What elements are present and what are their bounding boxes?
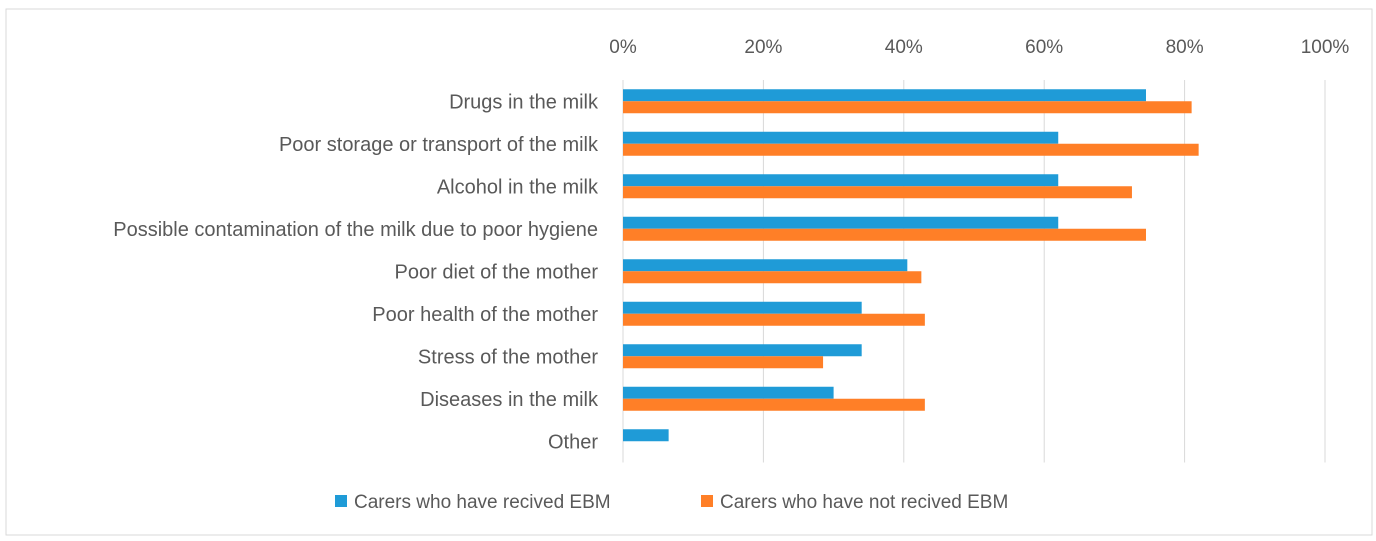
category-labels: Drugs in the milk Poor storage or transpo… <box>113 91 599 453</box>
bar <box>623 143 1199 156</box>
category-label: Diseases in the milk <box>420 389 599 411</box>
bar <box>623 131 1059 144</box>
bar <box>623 101 1192 114</box>
legend: Carers who have recived EBM Carers who ha… <box>335 492 1008 513</box>
x-tick-label: 80% <box>1166 37 1204 58</box>
chart-border <box>5 8 1373 536</box>
bar <box>623 386 834 399</box>
x-tick-label: 0% <box>609 37 637 58</box>
bar <box>623 344 862 357</box>
category-label: Drugs in the milk <box>449 91 599 113</box>
bar <box>623 216 1059 229</box>
legend-swatch <box>701 495 713 507</box>
x-tick-label: 60% <box>1025 37 1063 58</box>
category-label: Stress of the mother <box>418 346 598 368</box>
bar <box>623 174 1059 187</box>
category-label: Alcohol in the milk <box>437 176 599 198</box>
bar <box>623 228 1146 241</box>
x-tick-label: 40% <box>885 37 923 58</box>
x-tick-label: 100% <box>1301 37 1350 58</box>
category-label: Other <box>548 431 598 453</box>
bars <box>623 89 1199 442</box>
bar <box>623 271 922 284</box>
bar <box>623 186 1132 199</box>
x-tick-label: 20% <box>744 37 782 58</box>
bar <box>623 356 824 369</box>
bar <box>623 313 925 326</box>
legend-label: Carers who have recived EBM <box>354 492 611 513</box>
category-label: Poor diet of the mother <box>395 261 599 283</box>
legend-label: Carers who have not recived EBM <box>720 492 1008 513</box>
x-axis-ticks: 0% 20% 40% 60% 80% 100% <box>609 37 1349 58</box>
bar <box>623 429 669 442</box>
bar <box>623 301 862 314</box>
bar <box>623 259 908 272</box>
category-label: Poor health of the mother <box>372 304 598 326</box>
category-label: Poor storage or transport of the milk <box>279 134 599 156</box>
legend-swatch <box>335 495 347 507</box>
category-label: Possible contamination of the milk due t… <box>113 219 598 241</box>
bar <box>623 398 925 411</box>
bar <box>623 89 1146 102</box>
